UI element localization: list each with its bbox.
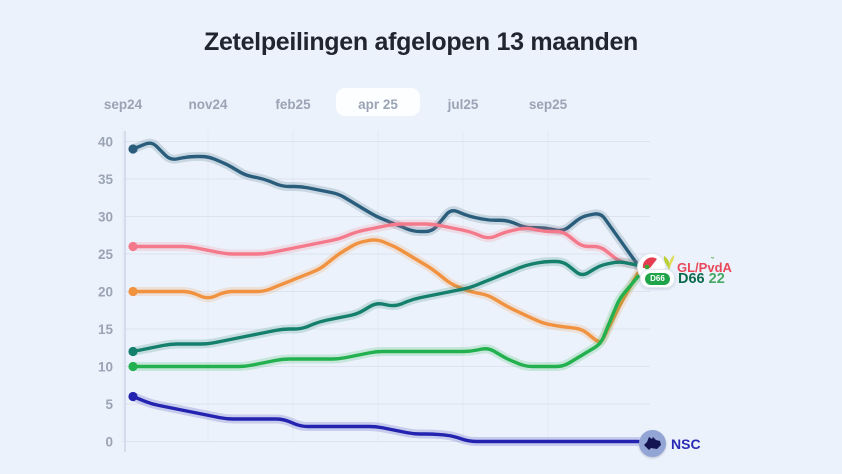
series-halo-teal-line <box>128 257 643 356</box>
x-axis-label: sep24 <box>104 97 143 112</box>
series-line-teal-line[interactable] <box>131 259 640 354</box>
y-axis-label: 30 <box>98 210 113 225</box>
series-line-dark-blue-line[interactable] <box>131 141 640 267</box>
apr25-highlight-pill <box>336 88 420 116</box>
series-start-dot-gl-pvda <box>128 241 138 252</box>
glpvda-label[interactable]: GL/PvdA <box>677 260 732 275</box>
series-start-dot-nsc <box>128 391 138 402</box>
sprout-logo-icon <box>663 255 675 270</box>
series-line-nsc[interactable] <box>131 394 640 444</box>
y-axis-label: 25 <box>98 247 114 262</box>
series-line-gl-pvda[interactable] <box>131 222 640 267</box>
y-axis-label: 15 <box>98 322 114 337</box>
d66-label-text: D66 <box>678 271 705 287</box>
y-axis-label: 10 <box>98 360 113 375</box>
x-axis-label: feb25 <box>275 97 311 112</box>
y-axis-label: 40 <box>98 135 113 150</box>
d66-logo-badge[interactable]: D66 <box>640 269 675 288</box>
x-axis-label: apr 25 <box>358 97 398 112</box>
series-start-dot-d66 <box>128 361 138 372</box>
y-axis-label: 20 <box>98 285 113 300</box>
series-line-d66[interactable] <box>131 274 640 369</box>
series-start-dot-teal-line <box>128 346 138 357</box>
series-start-dot-dark-blue-line <box>128 144 138 154</box>
x-axis-label: jul25 <box>447 97 479 112</box>
d66-seat-count: 22 <box>708 271 725 287</box>
x-axis-label: nov24 <box>188 97 228 112</box>
nsc-label[interactable]: NSC <box>671 436 701 452</box>
d66-badge-label: D66 <box>645 272 670 285</box>
y-axis-label: 5 <box>105 397 113 412</box>
y-axis-label: 35 <box>98 172 114 187</box>
glpvda-check-mark: ˇ <box>711 256 714 266</box>
d66-label[interactable]: D66 22 <box>678 271 725 287</box>
x-axis-label: sep25 <box>529 97 568 112</box>
chart-title: Zetelpeilingen afgelopen 13 maanden <box>203 28 639 56</box>
y-axis-label: 0 <box>105 435 113 450</box>
series-start-dot-orange-line <box>128 286 138 297</box>
series-halo-nsc <box>128 392 643 446</box>
nsc-logo-icon[interactable] <box>639 430 666 457</box>
series-line-orange-line[interactable] <box>131 238 640 344</box>
